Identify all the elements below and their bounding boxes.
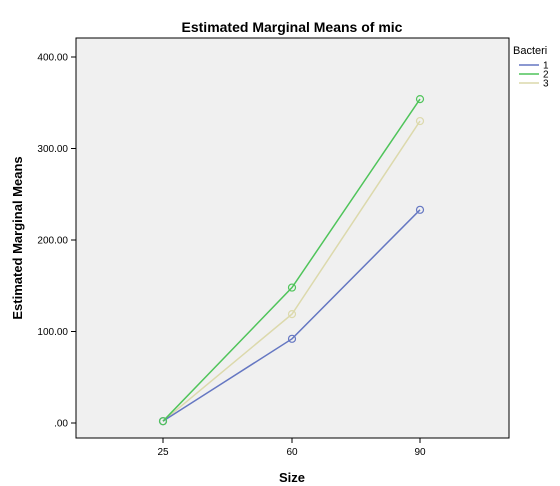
x-tick-label: 90 <box>414 447 426 458</box>
y-tick-label: 300.00 <box>37 144 68 155</box>
legend-label-2: 2 <box>543 70 549 81</box>
data-point-3 <box>287 310 297 319</box>
y-axis: .00 100.00 200.00 300.00 400.00 <box>37 53 76 430</box>
chart-title: Estimated Marginal Means of mic <box>182 19 403 35</box>
x-axis-title: Size <box>279 470 305 485</box>
legend-title: Bacteri <box>513 45 547 57</box>
x-axis: 25 60 90 <box>157 438 426 458</box>
data-point-2 <box>287 283 297 292</box>
x-tick-label: 60 <box>286 447 298 458</box>
series-line-2 <box>162 98 421 422</box>
series-line-1 <box>162 209 421 422</box>
y-tick-label: 200.00 <box>37 236 68 247</box>
y-tick-label: .00 <box>54 419 68 430</box>
y-tick-label: 400.00 <box>37 53 68 64</box>
legend-label-1: 1 <box>543 61 549 72</box>
data-point-1 <box>415 205 425 214</box>
series-line-3 <box>162 120 421 422</box>
legend-label-3: 3 <box>543 79 549 90</box>
series-layer <box>158 94 425 426</box>
plot-area <box>75 37 510 439</box>
x-tick-label: 25 <box>157 447 169 458</box>
y-tick-label: 100.00 <box>37 327 68 338</box>
data-point-2 <box>158 417 168 426</box>
legend: Bacteri 123 <box>513 45 549 90</box>
data-point-3 <box>415 116 425 126</box>
data-point-1 <box>287 334 297 343</box>
y-axis-title: Estimated Marginal Means <box>10 156 25 319</box>
data-point-2 <box>415 94 425 104</box>
